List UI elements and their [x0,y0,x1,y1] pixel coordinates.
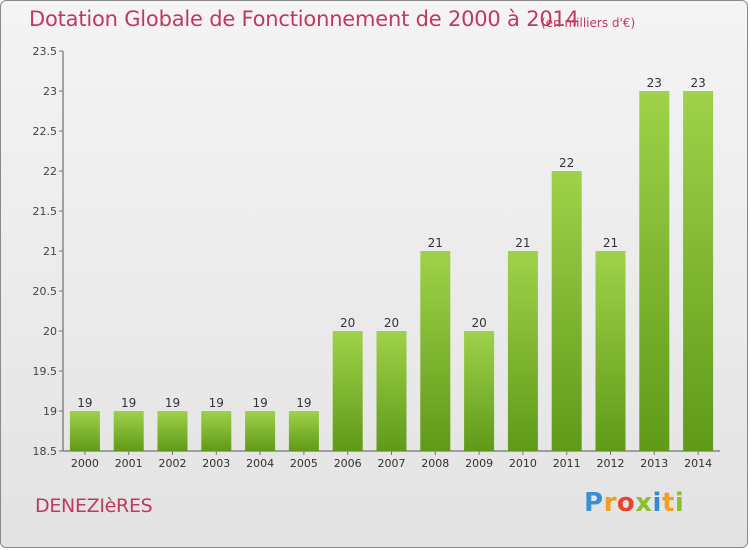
bar [245,411,276,451]
chart-unit-label: (en milliers d'€) [541,16,636,30]
y-tick-label: 21 [43,245,57,258]
bar [507,251,538,451]
x-tick-label: 2007 [378,457,406,470]
x-tick-label: 2014 [684,457,712,470]
bar [332,331,363,451]
x-tick-label: 2006 [334,457,362,470]
bar-value-label: 22 [559,156,574,170]
y-tick-label: 18.5 [33,445,58,458]
bar-value-label: 21 [603,236,618,250]
bar [201,411,232,451]
bar-value-label: 19 [296,396,311,410]
y-tick-label: 20.5 [33,285,58,298]
chart-title: Dotation Globale de Fonctionnement de 20… [29,7,579,31]
y-tick-label: 19 [43,405,57,418]
bar-value-label: 19 [77,396,92,410]
x-tick-label: 2008 [421,457,449,470]
bar-value-label: 23 [647,76,662,90]
x-tick-label: 2000 [71,457,99,470]
bar-value-label: 21 [428,236,443,250]
bar [376,331,407,451]
x-tick-label: 2009 [465,457,493,470]
y-tick-label: 23.5 [33,45,58,58]
x-tick-label: 2001 [115,457,143,470]
x-tick-label: 2002 [159,457,187,470]
bar-value-label: 23 [690,76,705,90]
x-tick-label: 2012 [597,457,625,470]
bar [639,91,670,451]
y-tick-label: 22 [43,165,57,178]
x-tick-label: 2005 [290,457,318,470]
bar-value-label: 19 [165,396,180,410]
bar-value-label: 20 [471,316,486,330]
bar-value-label: 21 [515,236,530,250]
y-tick-label: 23 [43,85,57,98]
x-tick-label: 2004 [246,457,274,470]
bar [464,331,495,451]
proxiti-logo: Proxiti [584,488,685,518]
bar [69,411,100,451]
bar [113,411,144,451]
y-tick-label: 20 [43,325,57,338]
bar [683,91,714,451]
bar [551,171,582,451]
bar [157,411,188,451]
commune-name: DENEZIèRES [35,495,153,517]
bar [420,251,451,451]
bar-value-label: 19 [209,396,224,410]
bar-value-label: 20 [384,316,399,330]
bar-value-label: 19 [121,396,136,410]
x-tick-label: 2003 [202,457,230,470]
bar-value-label: 20 [340,316,355,330]
bar [288,411,319,451]
x-tick-label: 2010 [509,457,537,470]
y-tick-label: 19.5 [33,365,58,378]
y-tick-label: 21.5 [33,205,58,218]
bar [595,251,626,451]
bar-value-label: 19 [252,396,267,410]
x-tick-label: 2013 [640,457,668,470]
x-tick-label: 2011 [553,457,581,470]
y-tick-label: 22.5 [33,125,58,138]
